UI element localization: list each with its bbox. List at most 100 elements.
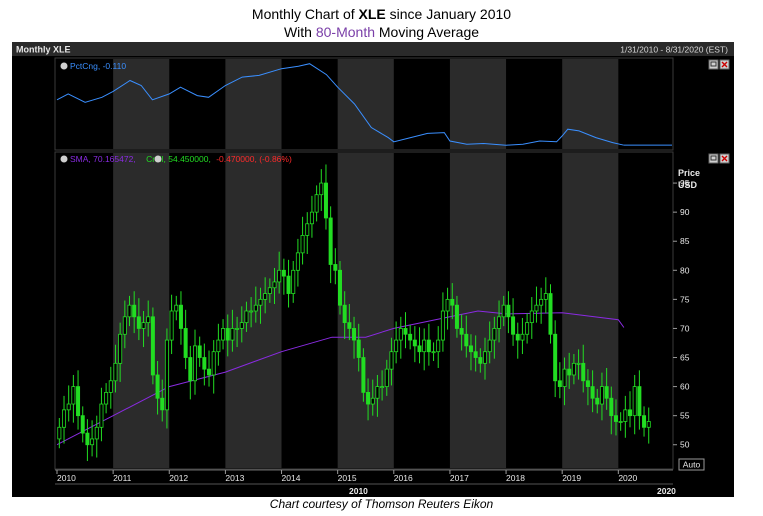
date-range: 1/31/2010 - 8/31/2020 (EST) [620,45,728,55]
candle-body [216,339,221,353]
candle-body [164,339,169,411]
candle-body [483,351,488,364]
candle-body [604,386,609,399]
chart-caption: Chart courtesy of Thomson Reuters Eikon [269,497,494,511]
price-panel: SMA, 70.165472, Cndl, 54.450000, -0.4700… [54,151,730,471]
candle-body [637,386,642,417]
candle-body [66,403,71,411]
candle-body [99,403,104,428]
candle-body [543,293,548,300]
candle-body [375,386,380,399]
year-band [562,153,619,468]
x-tick-label: 2011 [113,473,132,483]
candle-body [174,304,179,312]
candle-body [454,304,459,329]
change-legend: -0.470000, (-0.86%) [216,154,292,164]
pctcng-legend: PctCng, -0.110 [70,61,126,71]
candle-body [403,328,408,335]
candle-body [478,357,483,364]
chart-title-highlight: 80-Month [315,24,375,40]
candle-body [94,426,99,440]
candle-body [90,438,95,446]
x-tick-label: 2016 [394,473,413,483]
candle-body [202,357,207,370]
candle-body [319,182,324,196]
candle-body [613,415,618,422]
candle-body [642,415,647,428]
upper-maximize-icon[interactable] [708,59,719,70]
price-label: Price [678,168,700,178]
candle-body [253,304,258,312]
candle-body [417,345,422,353]
candle-body [207,368,212,376]
y-tick-label: 65 [680,353,690,363]
candle-body [646,421,651,428]
candle-body [473,351,478,358]
candle-body [515,333,520,341]
candle-body [628,409,633,417]
year-band [562,59,619,149]
x-tick-label: 2012 [169,473,188,483]
chart-window: Monthly XLE 1/31/2010 - 8/31/2020 (EST) … [12,42,734,497]
candle-body [553,333,558,382]
candle-body [468,345,473,353]
candle-body [291,269,296,294]
x-tick-label: 2013 [225,473,244,483]
currency-label: USD [678,180,698,190]
candle-legend-bullet-icon [154,155,162,163]
y-tick-label: 60 [680,382,690,392]
candle-body [525,322,530,335]
candle-body [104,392,109,405]
candle-body [295,252,300,271]
x-tick-label: 2019 [562,473,581,483]
candle-body [426,339,431,353]
candle-body [127,304,132,318]
chart-title-line2: With 80-Month Moving Average [283,24,480,40]
candle-body [272,281,277,289]
candle-body [150,316,155,376]
candle-body [623,409,628,422]
candle-body [146,316,151,324]
candle-body [436,339,441,353]
price-legend: SMA, 70.165472, Cndl, 54.450000, -0.4700… [70,154,292,164]
candle-body [389,351,394,370]
candle-body [506,304,511,318]
candle-body [76,386,81,417]
year-band [225,153,282,468]
candle-body [384,368,389,387]
candle-body [567,368,572,376]
candle-body [548,293,553,335]
candle-body [235,328,240,330]
candle-body [169,310,174,341]
candle-body [571,362,576,376]
year-band [225,59,282,149]
candle-body [618,421,623,423]
candle-body [136,316,141,329]
candle-body [305,223,310,236]
candle-body [562,368,567,387]
candle-body [309,211,314,225]
year-band [113,59,170,149]
candle-body [412,339,417,347]
candle-body [263,293,268,300]
candle-body [258,298,263,306]
auto-scale-button[interactable] [678,458,705,471]
period-label: 2010 [349,486,368,496]
candle-body [632,386,637,417]
lower-maximize-icon[interactable] [708,153,719,164]
y-tick-label: 90 [680,207,690,217]
year-band [337,59,394,149]
candle-body [459,328,464,335]
candle-body [113,362,118,382]
candle-body [225,328,230,341]
candle-body [366,392,371,405]
candle-body [347,322,352,329]
chart-name: Monthly XLE [16,45,71,55]
candle-body [581,362,586,382]
candle-body [57,426,62,440]
candle-body [520,333,525,341]
year-band [337,153,394,468]
x-tick-label: 2018 [506,473,525,483]
candle-body [431,351,436,354]
candle-body [595,397,600,405]
